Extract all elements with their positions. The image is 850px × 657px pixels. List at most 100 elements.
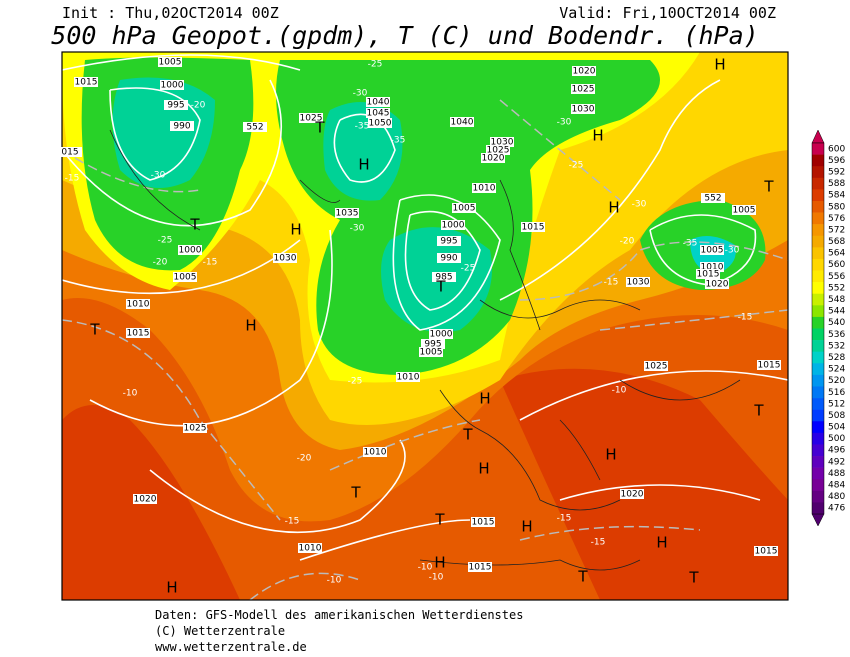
pressure-center: H (290, 221, 301, 239)
pressure-center: H (714, 56, 725, 74)
isobar-label-box (700, 262, 724, 272)
isobar-label: 1015 (522, 223, 545, 233)
isobar-label: 1010 (473, 184, 496, 194)
isobar-label: 1045 (367, 109, 390, 119)
colorbar-swatch (812, 502, 824, 515)
isobar-label: 1025 (184, 424, 207, 434)
colorbar-label: 600 (828, 144, 845, 154)
colorbar-label: 516 (828, 388, 845, 398)
isobar-label-box (421, 339, 445, 349)
isobar-label-box (481, 153, 505, 163)
temperature-label: -25 (461, 264, 476, 274)
temperature-label: -20 (297, 454, 312, 464)
isobar-label: 1010 (299, 544, 322, 554)
isobar-label-box (299, 113, 323, 123)
colorbar-swatch (812, 224, 824, 237)
colorbar-swatch (812, 212, 824, 225)
colorbar-label: 548 (828, 295, 845, 305)
isobar-label-box (468, 562, 492, 572)
isobar-label: 1000 (161, 81, 184, 91)
colorbar-swatch (812, 143, 824, 155)
map (62, 52, 788, 600)
isobar-label: 995 (167, 101, 184, 111)
pressure-center: T (314, 119, 325, 137)
isobar-label-box (173, 272, 197, 282)
isobar-label-box (126, 328, 150, 338)
temperature-label: -10 (123, 389, 138, 399)
isobar-label-box (366, 97, 390, 107)
isobar-label-box (170, 121, 194, 131)
colorbar-swatch (812, 351, 824, 364)
colorbar-swatch (812, 490, 824, 503)
isobar-label: 1005 (174, 273, 197, 283)
temperature-label: -35 (355, 122, 370, 132)
pressure-center: H (166, 579, 177, 597)
isobar-label: 1005 (159, 58, 182, 68)
isobar-label-box (472, 183, 496, 193)
isobar-label-box (432, 272, 456, 282)
colorbar-swatch (812, 374, 824, 387)
colorbar-label: 564 (828, 249, 845, 259)
colorbar-label: 544 (828, 307, 845, 317)
colorbar-arrow-top (811, 129, 825, 144)
isobar-label: 1005 (453, 204, 476, 214)
isobar-label: 1015 (755, 547, 778, 557)
colorbar-label: 536 (828, 330, 845, 340)
colorbar-swatch (812, 456, 824, 468)
isobar-label-box (471, 517, 495, 527)
isobar-label: 1025 (572, 85, 595, 95)
colorbar-swatch (812, 154, 824, 167)
isobar-label-box (571, 84, 595, 94)
isobar-label: 985 (435, 273, 452, 283)
isobar-label: 1020 (706, 280, 729, 290)
colorbar-swatch (812, 444, 824, 457)
init-time: Init : Thu,02OCT2014 00Z (62, 4, 279, 22)
isobar-label-box (160, 80, 184, 90)
temperature-label: -25 (348, 377, 363, 387)
isobar-label: 1000 (179, 246, 202, 256)
pressure-center: T (435, 278, 446, 296)
temperature-label: -10 (612, 386, 627, 396)
isobar-label: 1000 (442, 221, 465, 231)
isobar-label-box (452, 203, 476, 213)
isobar-label-box (368, 118, 392, 128)
isobar-label: 1025 (300, 114, 323, 124)
isobar-label-box (335, 208, 359, 218)
isobar-label: 1030 (572, 105, 595, 115)
map-frame (61, 51, 789, 601)
isobar-label-box (158, 57, 182, 67)
isobar-label-box (521, 222, 545, 232)
isobar-label: 1010 (364, 448, 387, 458)
colorbar-swatch (812, 177, 824, 190)
colorbar-swatch (812, 409, 824, 422)
colorbar-frame (811, 142, 825, 515)
isobar-label-box (366, 108, 390, 118)
pressure-center: T (577, 568, 588, 586)
colorbar-swatch (812, 258, 824, 271)
temperature-label: -20 (153, 258, 168, 268)
isobar-label: 1015 (127, 329, 150, 339)
isobar-label-box (419, 347, 443, 357)
colorbar-swatch (812, 293, 824, 306)
isobar-label: 1020 (482, 154, 505, 164)
isobar-label-box (178, 245, 202, 255)
colorbar-label: 552 (828, 283, 845, 293)
temperature-label: -30 (151, 171, 166, 181)
isobar-label-box (754, 546, 778, 556)
colorbar-label: 572 (828, 225, 845, 235)
footer-line: Daten: GFS-Modell des amerikanischen Wet… (155, 608, 523, 622)
isobar-label-box (164, 100, 188, 110)
colorbar-label: 520 (828, 376, 845, 386)
isobar-label: 1010 (701, 263, 724, 273)
isobar-label: 1005 (733, 206, 756, 216)
isobar-label: 1015 (75, 78, 98, 88)
isobar-label-box (732, 205, 756, 215)
isobar-label: 1015 (469, 563, 492, 573)
footer-line: (C) Wetterzentrale (155, 624, 285, 638)
colorbar-swatch (812, 282, 824, 295)
colorbar-label: 496 (828, 446, 845, 456)
valid-time: Valid: Fri,10OCT2014 00Z (559, 4, 776, 22)
colorbar-label: 488 (828, 469, 845, 479)
colorbar-label: 508 (828, 411, 845, 421)
